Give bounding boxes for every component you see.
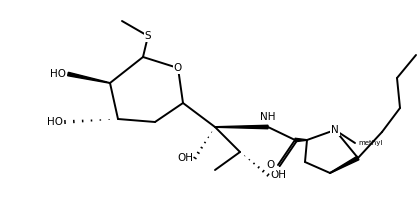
Text: HO: HO (50, 69, 66, 79)
Text: N: N (331, 125, 339, 135)
Polygon shape (215, 125, 268, 129)
Polygon shape (68, 72, 110, 83)
Text: NH: NH (260, 112, 276, 122)
Text: HO: HO (47, 117, 63, 127)
Text: O: O (267, 160, 275, 170)
Text: S: S (145, 31, 151, 41)
Text: methyl: methyl (358, 140, 382, 146)
Text: OH: OH (177, 153, 193, 163)
Text: O: O (174, 63, 182, 73)
Polygon shape (330, 156, 359, 173)
Polygon shape (295, 138, 307, 142)
Text: OH: OH (270, 170, 286, 180)
